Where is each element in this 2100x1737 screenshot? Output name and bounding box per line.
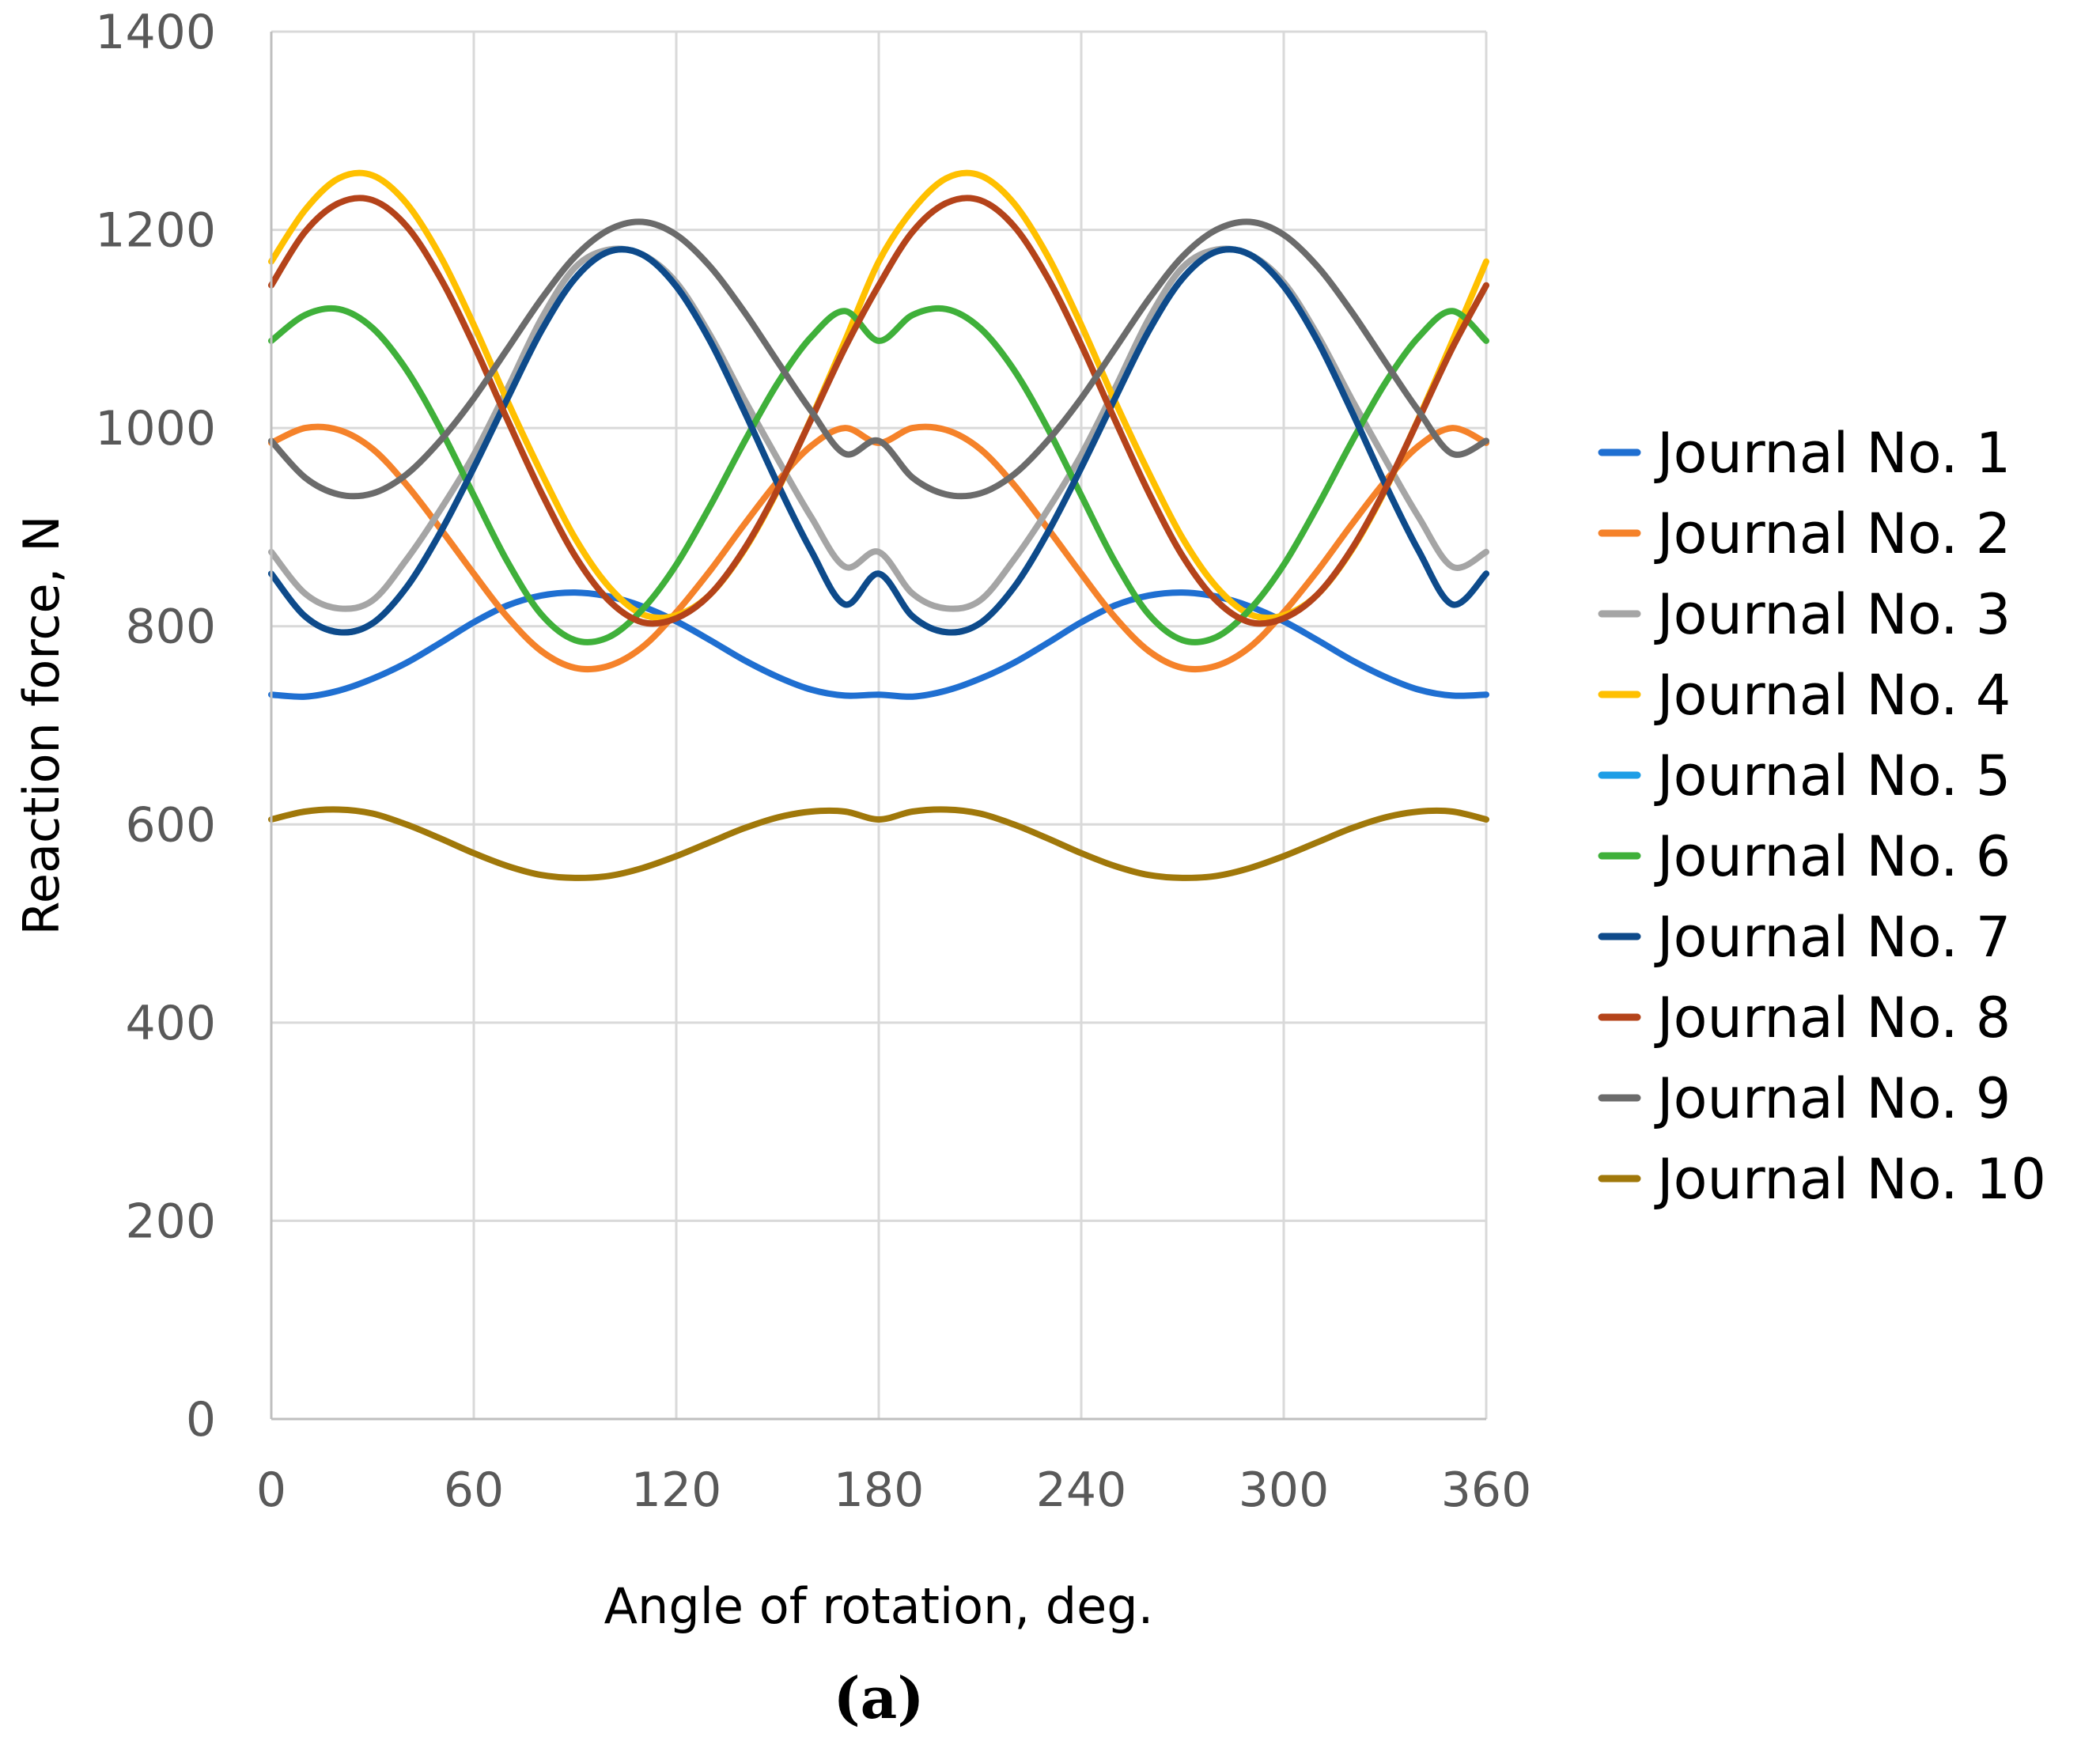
legend-label: Journal No. 9 <box>1654 1066 2011 1131</box>
legend-label: Journal No. 4 <box>1654 663 2011 728</box>
series-line-journal-6 <box>268 305 1489 645</box>
y-tick-label: 200 <box>125 1194 216 1249</box>
y-tick-label: 1000 <box>95 401 216 456</box>
legend-label: Journal No. 3 <box>1654 582 2011 647</box>
y-tick-label: 600 <box>125 797 216 853</box>
x-tick-label: 240 <box>1036 1463 1127 1518</box>
series-line-journal-8 <box>268 195 1489 627</box>
legend-label: Journal No. 8 <box>1654 986 2011 1050</box>
legend-label: Journal No. 1 <box>1654 421 2011 486</box>
x-tick-label: 180 <box>834 1463 925 1518</box>
y-tick-label: 400 <box>125 996 216 1051</box>
y-tick-label: 1400 <box>95 5 216 60</box>
x-tick-label: 120 <box>631 1463 722 1518</box>
series-line-journal-10 <box>268 806 1489 881</box>
legend-label: Journal No. 10 <box>1654 1147 2046 1212</box>
y-tick-label: 800 <box>125 600 216 655</box>
legend: Journal No. 1 Journal No. 2 Journal No. 3 J… <box>1598 421 2046 1212</box>
legend-label: Journal No. 5 <box>1654 744 2011 808</box>
x-axis-title: Angle of rotation, deg. <box>604 1577 1154 1635</box>
y-tick-label: 0 <box>186 1392 216 1448</box>
x-tick-label: 0 <box>256 1463 286 1518</box>
gridlines <box>271 30 1488 1419</box>
axes: 0 60 120 180 240 300 360 0 200 400 600 800 1000 1200 1… <box>95 5 1531 1518</box>
series-lines <box>268 169 1489 881</box>
figure-caption: (a) <box>834 1664 925 1731</box>
legend-label: Journal No. 2 <box>1654 501 2011 566</box>
x-tick-label: 60 <box>444 1463 504 1518</box>
legend-label: Journal No. 6 <box>1654 824 2011 889</box>
x-tick-label: 300 <box>1239 1463 1330 1518</box>
series-line-journal-9 <box>268 218 1489 500</box>
y-axis-title: Reaction force, N <box>13 516 70 936</box>
legend-label: Journal No. 7 <box>1654 905 2011 970</box>
x-tick-label: 360 <box>1441 1463 1532 1518</box>
y-tick-label: 1200 <box>95 203 216 259</box>
series-line-journal-7 <box>268 246 1489 636</box>
